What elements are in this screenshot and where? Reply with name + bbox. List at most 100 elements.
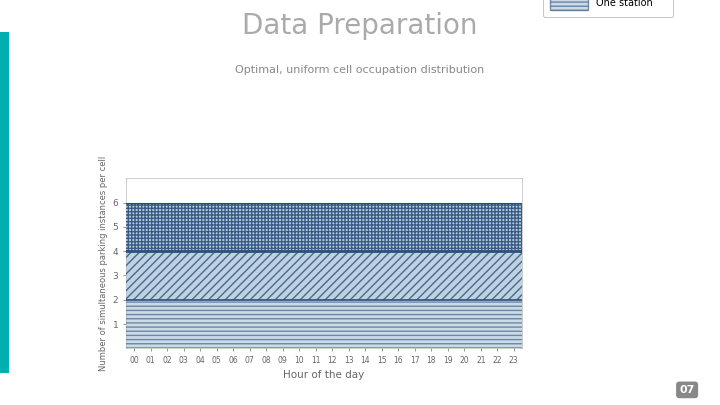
Bar <box>439 251 456 300</box>
Bar <box>472 202 489 251</box>
Bar <box>374 251 390 300</box>
Bar <box>209 300 225 348</box>
Bar <box>341 251 357 300</box>
Bar <box>241 300 258 348</box>
Bar <box>291 251 307 300</box>
Bar <box>505 251 522 300</box>
Bar <box>225 251 241 300</box>
Bar <box>274 251 291 300</box>
Bar <box>291 202 307 251</box>
Bar <box>357 300 374 348</box>
Bar <box>439 300 456 348</box>
Bar <box>357 300 374 348</box>
Bar <box>341 202 357 251</box>
Bar <box>472 251 489 300</box>
Bar <box>176 202 192 251</box>
Bar <box>390 202 407 251</box>
Bar <box>357 202 374 251</box>
Bar <box>159 251 176 300</box>
Bar <box>324 251 341 300</box>
Bar <box>390 251 407 300</box>
Bar <box>209 202 225 251</box>
Bar <box>456 300 472 348</box>
Bar <box>225 202 241 251</box>
Bar <box>341 251 357 300</box>
Legend: Three stations, Two stations, One station: Three stations, Two stations, One statio… <box>543 0 673 17</box>
Bar <box>258 300 274 348</box>
Bar <box>126 300 143 348</box>
Bar <box>390 202 407 251</box>
Bar <box>489 202 505 251</box>
Bar <box>176 300 192 348</box>
Bar <box>341 202 357 251</box>
Bar <box>291 202 307 251</box>
Bar <box>357 251 374 300</box>
Bar <box>159 251 176 300</box>
Bar <box>143 300 159 348</box>
Bar <box>241 202 258 251</box>
Bar <box>505 300 522 348</box>
Bar <box>374 202 390 251</box>
Bar <box>472 300 489 348</box>
Bar <box>192 300 209 348</box>
Text: Optimal, uniform cell occupation distribution: Optimal, uniform cell occupation distrib… <box>235 65 485 75</box>
Bar <box>126 202 143 251</box>
Bar <box>456 202 472 251</box>
Bar <box>505 202 522 251</box>
Bar <box>159 202 176 251</box>
Bar <box>143 251 159 300</box>
Bar <box>241 300 258 348</box>
Bar <box>489 300 505 348</box>
Bar <box>192 251 209 300</box>
Bar <box>159 300 176 348</box>
Bar <box>143 202 159 251</box>
Bar <box>258 251 274 300</box>
Bar <box>176 251 192 300</box>
X-axis label: Hour of the day: Hour of the day <box>284 371 364 380</box>
Bar <box>291 251 307 300</box>
Bar <box>192 202 209 251</box>
Bar <box>225 300 241 348</box>
Bar <box>176 251 192 300</box>
Bar <box>456 202 472 251</box>
Bar <box>324 202 341 251</box>
Bar <box>439 251 456 300</box>
Bar <box>423 251 439 300</box>
Bar <box>126 251 143 300</box>
Bar <box>341 300 357 348</box>
Bar <box>307 202 324 251</box>
Bar <box>241 251 258 300</box>
Bar <box>192 251 209 300</box>
Bar <box>274 300 291 348</box>
Bar <box>291 300 307 348</box>
Bar <box>407 300 423 348</box>
Bar <box>489 251 505 300</box>
Bar <box>390 251 407 300</box>
Bar <box>505 202 522 251</box>
Bar <box>225 251 241 300</box>
Bar <box>357 251 374 300</box>
Bar <box>324 300 341 348</box>
Bar <box>291 300 307 348</box>
Bar <box>324 300 341 348</box>
Bar <box>505 251 522 300</box>
Bar <box>307 202 324 251</box>
Bar <box>176 300 192 348</box>
Bar <box>307 300 324 348</box>
Bar <box>472 300 489 348</box>
Bar <box>126 300 143 348</box>
Bar <box>439 202 456 251</box>
Bar <box>374 251 390 300</box>
Text: 07: 07 <box>680 385 695 395</box>
Bar <box>390 300 407 348</box>
Bar <box>192 300 209 348</box>
Bar <box>209 300 225 348</box>
Bar <box>143 300 159 348</box>
Bar <box>407 251 423 300</box>
Bar <box>357 202 374 251</box>
Bar <box>225 300 241 348</box>
Bar <box>176 202 192 251</box>
Bar <box>472 251 489 300</box>
Bar <box>505 300 522 348</box>
Bar <box>225 202 241 251</box>
